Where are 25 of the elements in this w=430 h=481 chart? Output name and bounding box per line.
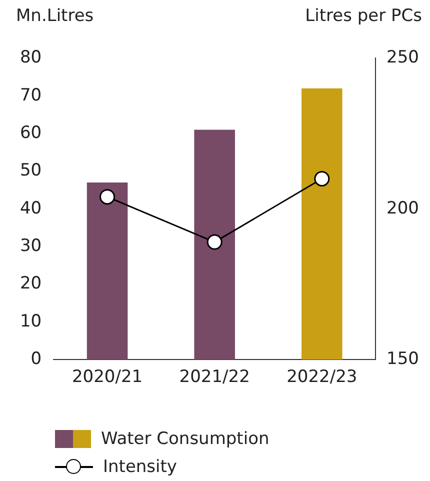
- x-tick-label: 2020/21: [72, 367, 143, 388]
- bar: [302, 88, 342, 360]
- point: [100, 189, 116, 205]
- y-axis-title: Mn.Litres: [16, 6, 94, 26]
- y-tick-label: 30: [20, 236, 42, 256]
- y-tick-label: 40: [20, 198, 42, 218]
- x-tick-label: 2022/23: [286, 367, 358, 388]
- y2-tick-label: 250: [386, 48, 420, 68]
- y-tick-label: 20: [20, 274, 42, 294]
- legend-label: Intensity: [103, 457, 177, 477]
- y2-tick-label: 200: [386, 198, 420, 218]
- y-tick-label: 70: [20, 85, 42, 106]
- x-tick-label: 2021/22: [179, 367, 250, 388]
- legend-label: Water Consumption: [101, 429, 270, 449]
- bar: [86, 182, 128, 360]
- y-tick-label: 80: [20, 48, 42, 68]
- point: [206, 234, 222, 250]
- y-tick-label: 0: [30, 349, 42, 370]
- y-tick-label: 50: [20, 160, 42, 181]
- y2-tick-label: 150: [386, 349, 420, 370]
- y-tick-label: 10: [20, 311, 42, 332]
- y2-axis-title: Litres per PCs: [305, 6, 422, 26]
- point: [314, 171, 330, 187]
- y-tick-label: 60: [20, 122, 42, 143]
- bar: [194, 130, 235, 360]
